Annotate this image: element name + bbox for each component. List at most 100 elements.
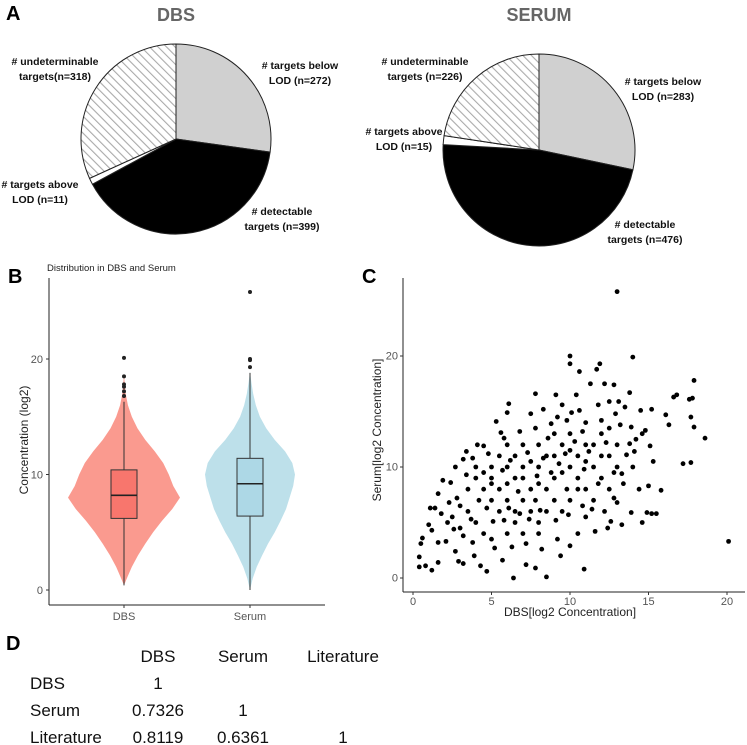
box <box>110 469 138 519</box>
scatter-point <box>534 473 540 479</box>
table-cell: 1 <box>153 674 162 693</box>
scatter-point <box>465 486 471 492</box>
pie-slice-label: # undeterminable <box>382 56 469 68</box>
scatter-point <box>416 554 422 560</box>
scatter-point <box>628 424 634 430</box>
scatter-point <box>633 436 639 442</box>
scatter-point <box>663 412 669 418</box>
scatter-point <box>569 410 574 416</box>
pie-slice <box>443 53 540 151</box>
pie-slice-label: # detectable <box>615 219 676 231</box>
scatter-point <box>551 453 557 459</box>
scatter-point <box>452 464 458 470</box>
scatter-point <box>452 548 458 554</box>
scatter-point <box>564 417 570 423</box>
scatter-point <box>501 435 507 441</box>
panel-label-b: B <box>8 266 22 288</box>
scatter-point <box>567 353 573 359</box>
scatter-point <box>490 518 496 524</box>
outlier-point <box>248 357 252 361</box>
scatter-point <box>474 442 480 448</box>
scatter-point <box>583 420 589 425</box>
scatter-point <box>583 514 589 520</box>
scatter-point <box>536 442 541 448</box>
scatter-point <box>504 442 510 448</box>
scatter-point <box>525 450 531 455</box>
scatter-point <box>517 511 523 517</box>
pie-slice-label: LOD (n=272) <box>269 75 331 87</box>
scatter-point <box>548 470 554 475</box>
scatter-point <box>506 401 512 407</box>
scatter-point <box>553 517 559 523</box>
scatter-point <box>559 442 565 448</box>
scatter-point <box>597 361 603 367</box>
scatter-point <box>639 431 645 437</box>
scatter-point <box>544 509 549 514</box>
y-tick-label: 20 <box>386 351 398 363</box>
scatter-point <box>533 497 538 503</box>
scatter-point <box>548 421 554 427</box>
pie-slice-label: targets (n=226) <box>388 71 463 83</box>
scatter-point <box>630 354 636 360</box>
y-axis-title: Serum[log2 Concentration] <box>370 359 384 502</box>
scatter-point <box>520 475 526 481</box>
scatter-point <box>489 475 494 481</box>
scatter-point <box>555 414 560 420</box>
scatter-point <box>686 396 692 402</box>
pie-slice-label: LOD (n=11) <box>12 194 68 206</box>
scatter-point <box>457 503 463 509</box>
scatter-point <box>457 525 463 531</box>
scatter-point <box>504 531 510 536</box>
scatter-point <box>460 561 466 566</box>
pie-slice-label: # undeterminable <box>12 56 99 68</box>
scatter-point <box>631 449 637 454</box>
scatter-point <box>619 471 625 477</box>
scatter-point <box>638 407 644 413</box>
scatter-point <box>460 533 466 539</box>
scatter-point <box>636 486 642 492</box>
y-tick-label: 20 <box>31 354 43 366</box>
scatter-point <box>523 562 529 568</box>
scatter-point <box>528 509 534 514</box>
table-row-label: DBS <box>30 674 65 693</box>
pie-slice-label: # targets below <box>262 60 339 72</box>
scatter-point <box>558 553 563 559</box>
outlier-point <box>122 355 126 360</box>
scatter-point <box>470 540 476 545</box>
scatter-point <box>528 486 534 492</box>
scatter-point <box>471 553 477 559</box>
pie-chart-serum: SERUM # targets below LOD (n=283) # detecta… <box>365 5 702 247</box>
scatter-point <box>500 467 505 473</box>
scatter-point <box>588 381 593 387</box>
panel-label-d: D <box>6 633 20 655</box>
scatter-point <box>451 526 457 532</box>
scatter-point <box>501 517 507 523</box>
outlier-point <box>122 374 126 379</box>
scatter-point <box>485 451 491 457</box>
scatter-point <box>551 475 557 481</box>
scatter-point <box>544 486 549 492</box>
scatter-point <box>473 520 479 525</box>
scatter-point <box>551 431 557 437</box>
scatter-point <box>649 406 655 412</box>
table-column-header: Literature <box>307 647 379 666</box>
scatter-point <box>726 538 731 544</box>
scatter-point <box>493 419 499 424</box>
pie-slice <box>442 144 634 247</box>
table-cell: 1 <box>338 728 347 745</box>
pie-slice <box>91 138 271 235</box>
scatter-point <box>608 518 614 524</box>
scatter-point <box>583 486 589 492</box>
x-tick-label: 5 <box>488 596 494 608</box>
scatter-point <box>484 505 490 511</box>
scatter-point <box>511 575 516 581</box>
scatter-point <box>680 461 686 467</box>
pie-chart-dbs: DBS # targets below LOD (n=272) # detectabl… <box>1 5 339 235</box>
table-column-header: Serum <box>218 647 268 666</box>
scatter-point <box>526 516 532 522</box>
scatter-point <box>702 435 708 441</box>
y-tick-label: 10 <box>386 462 398 474</box>
scatter-point <box>614 464 620 470</box>
scatter-point <box>523 541 529 546</box>
